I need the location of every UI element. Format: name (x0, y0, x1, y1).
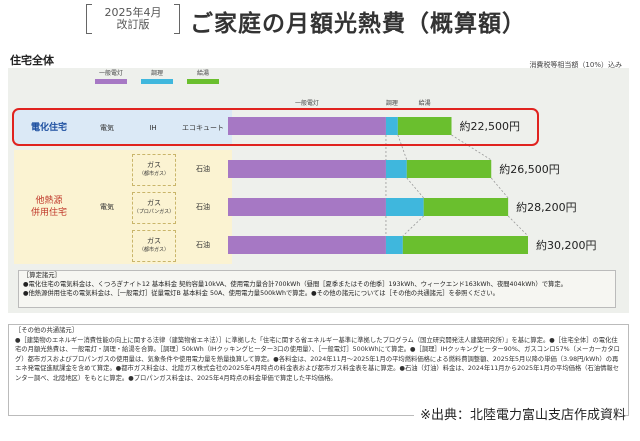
bar-row4-cooking (385, 236, 403, 254)
group-mixed-label-line2: 併用住宅 (30, 208, 67, 218)
group-mixed-label-line1: 他熱源 (35, 196, 63, 206)
series-label-lighting: 一般電灯 (295, 99, 319, 107)
section-title: 住宅全体 (10, 54, 54, 67)
page-title: ご家庭の月額光熱費（概算額） (190, 11, 526, 37)
bar-row2-water (406, 160, 492, 178)
bar-row3-water (423, 198, 509, 216)
legend-water-swatch (187, 79, 219, 84)
common-notes: ［その他の共通諸元］ ●［建築物のエネルギー消費性能の向上に関する法律（建築物省… (8, 324, 629, 416)
source-credit: ※出典：北陸電力富山支店作成資料 (414, 404, 626, 423)
legend-water: 給湯 (180, 68, 226, 84)
cell-elec-water: エコキュート (182, 123, 224, 132)
cell-mixed-lighting: 電気 (100, 202, 114, 211)
cell-mixed3-gas: ガス (147, 237, 161, 245)
calculation-notes: ［算定諸元］ ●電化住宅の電気料金は、くつろぎナイト12 基本料金 契約容量10… (18, 270, 616, 308)
bar-row2-lighting (228, 160, 386, 178)
cell-mixed3-gas-type: （都市ガス） (138, 247, 169, 253)
connector-row3-cooking (402, 215, 424, 237)
bar-row1-water (397, 117, 452, 135)
legend-water-label: 給湯 (196, 70, 209, 77)
bar-row4-water (402, 236, 528, 254)
edition-bracket: 2025年4月 改訂版 (86, 4, 180, 34)
bar-row3-lighting (228, 198, 386, 216)
cell-mixed2-gas-type: （プロパンガス） (133, 209, 175, 215)
highlight-frame (12, 108, 539, 146)
cell-mixed1-water: 石油 (196, 164, 210, 173)
total-label-row4: 約30,200円 (536, 238, 597, 252)
cell-mixed1-cooking: ガス （都市ガス） (132, 154, 176, 186)
group-electric-label: 電化住宅 (30, 123, 67, 133)
legend-cooking: 調理 (134, 68, 180, 84)
cell-mixed2-water: 石油 (196, 202, 210, 211)
common-notes-body: ●［建築物のエネルギー消費性能の向上に関する法律（建築物省エネ法）］に準拠した「… (15, 336, 620, 382)
total-label-row3: 約28,200円 (516, 200, 577, 214)
total-label-row1: 約22,500円 (460, 119, 521, 133)
connector-row2-water (490, 177, 509, 199)
edition-year: 2025年4月 (104, 6, 162, 19)
legend-cooking-label: 調理 (150, 70, 163, 77)
tax-note: 消費税等相当額（10%）込み (529, 61, 622, 69)
group-mixed-label: 他熱源 併用住宅 (16, 150, 82, 264)
bar-row3-cooking (385, 198, 424, 216)
connector-row3-water (507, 215, 529, 237)
bar-row4-lighting (228, 236, 386, 254)
series-label-water: 給湯 (419, 99, 431, 107)
notes-line2: ●他熱源併用住宅の電気料金は、［一般電灯］従量電灯B 基本料金 50A、使用電力… (23, 290, 499, 297)
cell-mixed2-gas: ガス (147, 199, 161, 207)
notes-line1: ●電化住宅の電気料金は、くつろぎナイト12 基本料金 契約容量10kVA、使用電… (23, 281, 567, 288)
bar-row2-cooking (385, 160, 407, 178)
notes-title: ［算定諸元］ (23, 272, 61, 279)
common-notes-title: ［その他の共通諸元］ (15, 327, 78, 334)
series-label-cooking: 調理 (386, 99, 398, 107)
connector-row1-cooking (397, 134, 408, 161)
legend-cooking-swatch (141, 79, 173, 84)
cell-mixed3-water: 石油 (196, 240, 210, 249)
edition-label: 改訂版 (116, 18, 150, 31)
cell-elec-lighting: 電気 (100, 123, 114, 132)
legend-lighting-swatch (95, 79, 127, 84)
bar-row1-cooking (385, 117, 398, 135)
mixed-rows-bg (14, 150, 232, 264)
total-label-row2: 約26,500円 (499, 162, 559, 176)
legend-lighting-label: 一般電灯 (98, 70, 123, 77)
legend-lighting: 一般電灯 (88, 68, 134, 84)
cell-mixed3-cooking: ガス （都市ガス） (132, 230, 176, 262)
cell-elec-cooking: IH (149, 123, 157, 132)
connector-row2-cooking (406, 177, 425, 199)
electric-row-bg (14, 110, 232, 146)
cell-mixed1-gas: ガス (147, 161, 161, 169)
cell-mixed1-gas-type: （都市ガス） (138, 171, 169, 177)
cell-mixed2-cooking: ガス （プロパンガス） (132, 192, 176, 224)
bar-row1-lighting (228, 117, 386, 135)
